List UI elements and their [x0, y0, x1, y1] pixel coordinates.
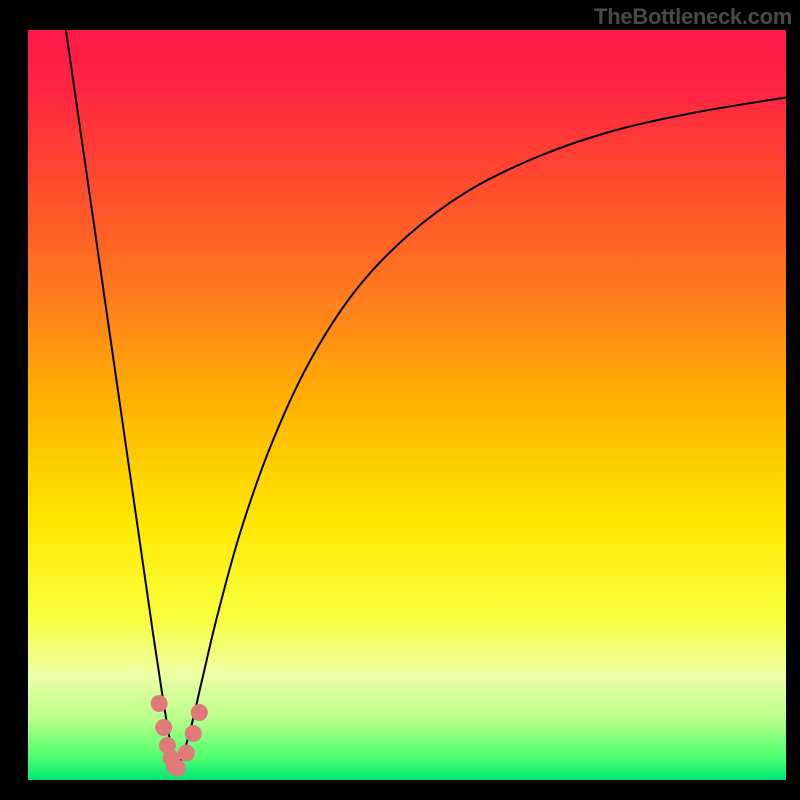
marker-dot [191, 704, 208, 721]
marker-dot [151, 695, 168, 712]
marker-dot [185, 725, 202, 742]
watermark-text: TheBottleneck.com [594, 4, 792, 30]
chart-container: TheBottleneck.com [0, 0, 800, 800]
bottleneck-chart [0, 0, 800, 800]
marker-dot [169, 760, 186, 777]
plot-background [28, 30, 786, 780]
marker-dot [178, 745, 195, 762]
marker-dot [155, 719, 172, 736]
